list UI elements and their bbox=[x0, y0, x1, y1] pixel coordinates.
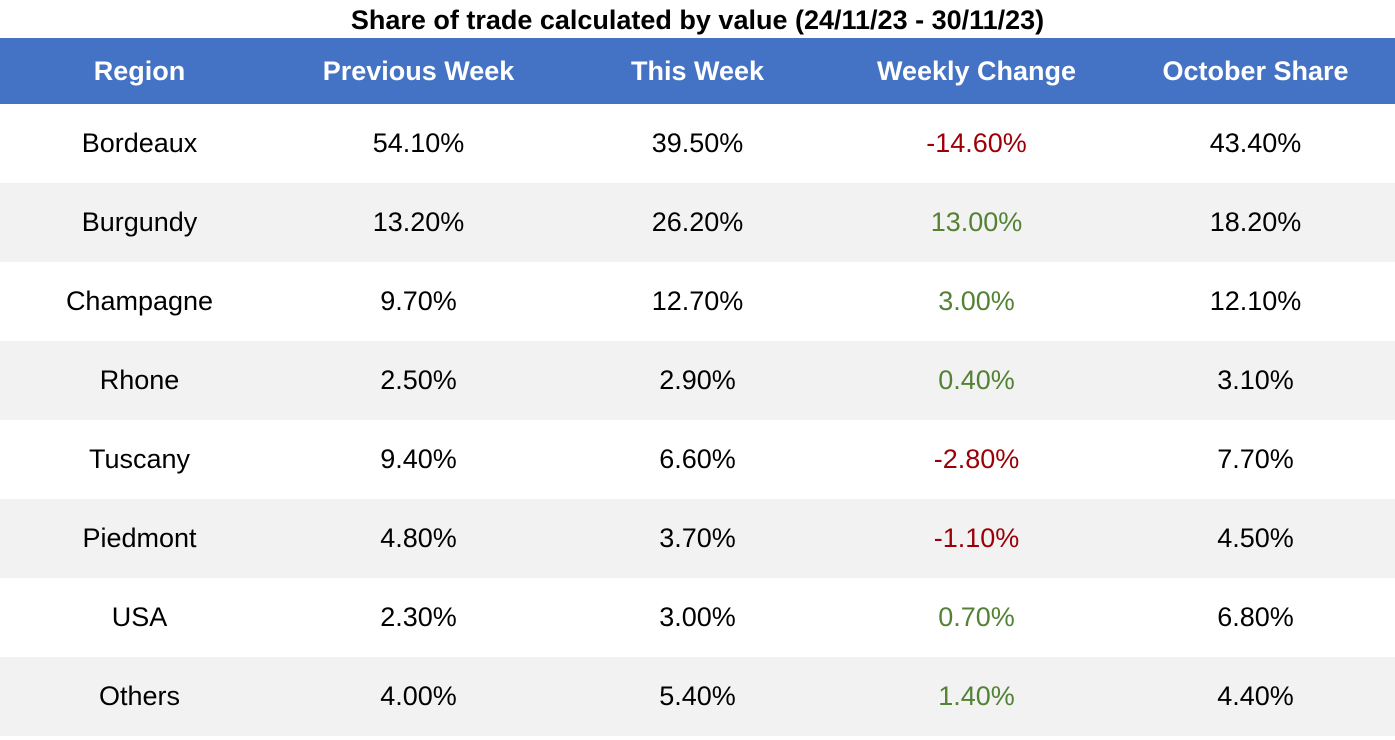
table-row: Champagne 9.70% 12.70% 3.00% 12.10% bbox=[0, 262, 1395, 341]
this-week-cell: 6.60% bbox=[659, 444, 736, 474]
october-share-cell: 4.40% bbox=[1217, 681, 1294, 711]
column-header-previous-week: Previous Week bbox=[322, 56, 515, 86]
october-share-cell: 6.80% bbox=[1217, 602, 1294, 632]
weekly-change-cell: -14.60% bbox=[926, 128, 1027, 158]
table-row: Tuscany 9.40% 6.60% -2.80% 7.70% bbox=[0, 420, 1395, 499]
previous-week-cell: 13.20% bbox=[372, 207, 465, 237]
header-row: Region Previous Week This Week Weekly Ch… bbox=[0, 38, 1395, 104]
this-week-cell: 2.90% bbox=[659, 365, 736, 395]
weekly-change-cell: -1.10% bbox=[933, 523, 1020, 553]
table-row: Bordeaux 54.10% 39.50% -14.60% 43.40% bbox=[0, 104, 1395, 183]
weekly-change-cell: 1.40% bbox=[938, 681, 1015, 711]
previous-week-cell: 2.50% bbox=[380, 365, 457, 395]
table-row: Others 4.00% 5.40% 1.40% 4.40% bbox=[0, 657, 1395, 736]
weekly-change-cell: -2.80% bbox=[933, 444, 1020, 474]
previous-week-cell: 4.80% bbox=[380, 523, 457, 553]
table-title: Share of trade calculated by value (24/1… bbox=[350, 5, 1045, 35]
this-week-cell: 3.00% bbox=[659, 602, 736, 632]
weekly-change-cell: 3.00% bbox=[938, 286, 1015, 316]
trade-share-table: Region Previous Week This Week Weekly Ch… bbox=[0, 38, 1395, 736]
region-cell: Bordeaux bbox=[81, 128, 198, 158]
previous-week-cell: 2.30% bbox=[380, 602, 457, 632]
previous-week-cell: 4.00% bbox=[380, 681, 457, 711]
column-header-weekly-change: Weekly Change bbox=[876, 56, 1077, 86]
table-row: Piedmont 4.80% 3.70% -1.10% 4.50% bbox=[0, 499, 1395, 578]
region-cell: Piedmont bbox=[82, 523, 197, 553]
this-week-cell: 26.20% bbox=[651, 207, 744, 237]
region-cell: USA bbox=[111, 602, 168, 632]
region-cell: Champagne bbox=[65, 286, 214, 316]
previous-week-cell: 9.40% bbox=[380, 444, 457, 474]
this-week-cell: 5.40% bbox=[659, 681, 736, 711]
october-share-cell: 3.10% bbox=[1217, 365, 1294, 395]
october-share-cell: 4.50% bbox=[1217, 523, 1294, 553]
previous-week-cell: 54.10% bbox=[372, 128, 465, 158]
region-cell: Others bbox=[98, 681, 181, 711]
table-row: Rhone 2.50% 2.90% 0.40% 3.10% bbox=[0, 341, 1395, 420]
this-week-cell: 39.50% bbox=[651, 128, 744, 158]
region-cell: Tuscany bbox=[88, 444, 191, 474]
table-row: USA 2.30% 3.00% 0.70% 6.80% bbox=[0, 578, 1395, 657]
weekly-change-cell: 0.40% bbox=[938, 365, 1015, 395]
column-header-october-share: October Share bbox=[1162, 56, 1349, 86]
column-header-region: Region bbox=[93, 56, 186, 86]
weekly-change-cell: 13.00% bbox=[930, 207, 1023, 237]
october-share-cell: 18.20% bbox=[1209, 207, 1302, 237]
region-cell: Burgundy bbox=[81, 207, 198, 237]
column-header-this-week: This Week bbox=[630, 56, 765, 86]
region-cell: Rhone bbox=[99, 365, 180, 395]
table-row: Burgundy 13.20% 26.20% 13.00% 18.20% bbox=[0, 183, 1395, 262]
october-share-cell: 12.10% bbox=[1209, 286, 1302, 316]
october-share-cell: 43.40% bbox=[1209, 128, 1302, 158]
weekly-change-cell: 0.70% bbox=[938, 602, 1015, 632]
october-share-cell: 7.70% bbox=[1217, 444, 1294, 474]
this-week-cell: 3.70% bbox=[659, 523, 736, 553]
this-week-cell: 12.70% bbox=[651, 286, 744, 316]
previous-week-cell: 9.70% bbox=[380, 286, 457, 316]
